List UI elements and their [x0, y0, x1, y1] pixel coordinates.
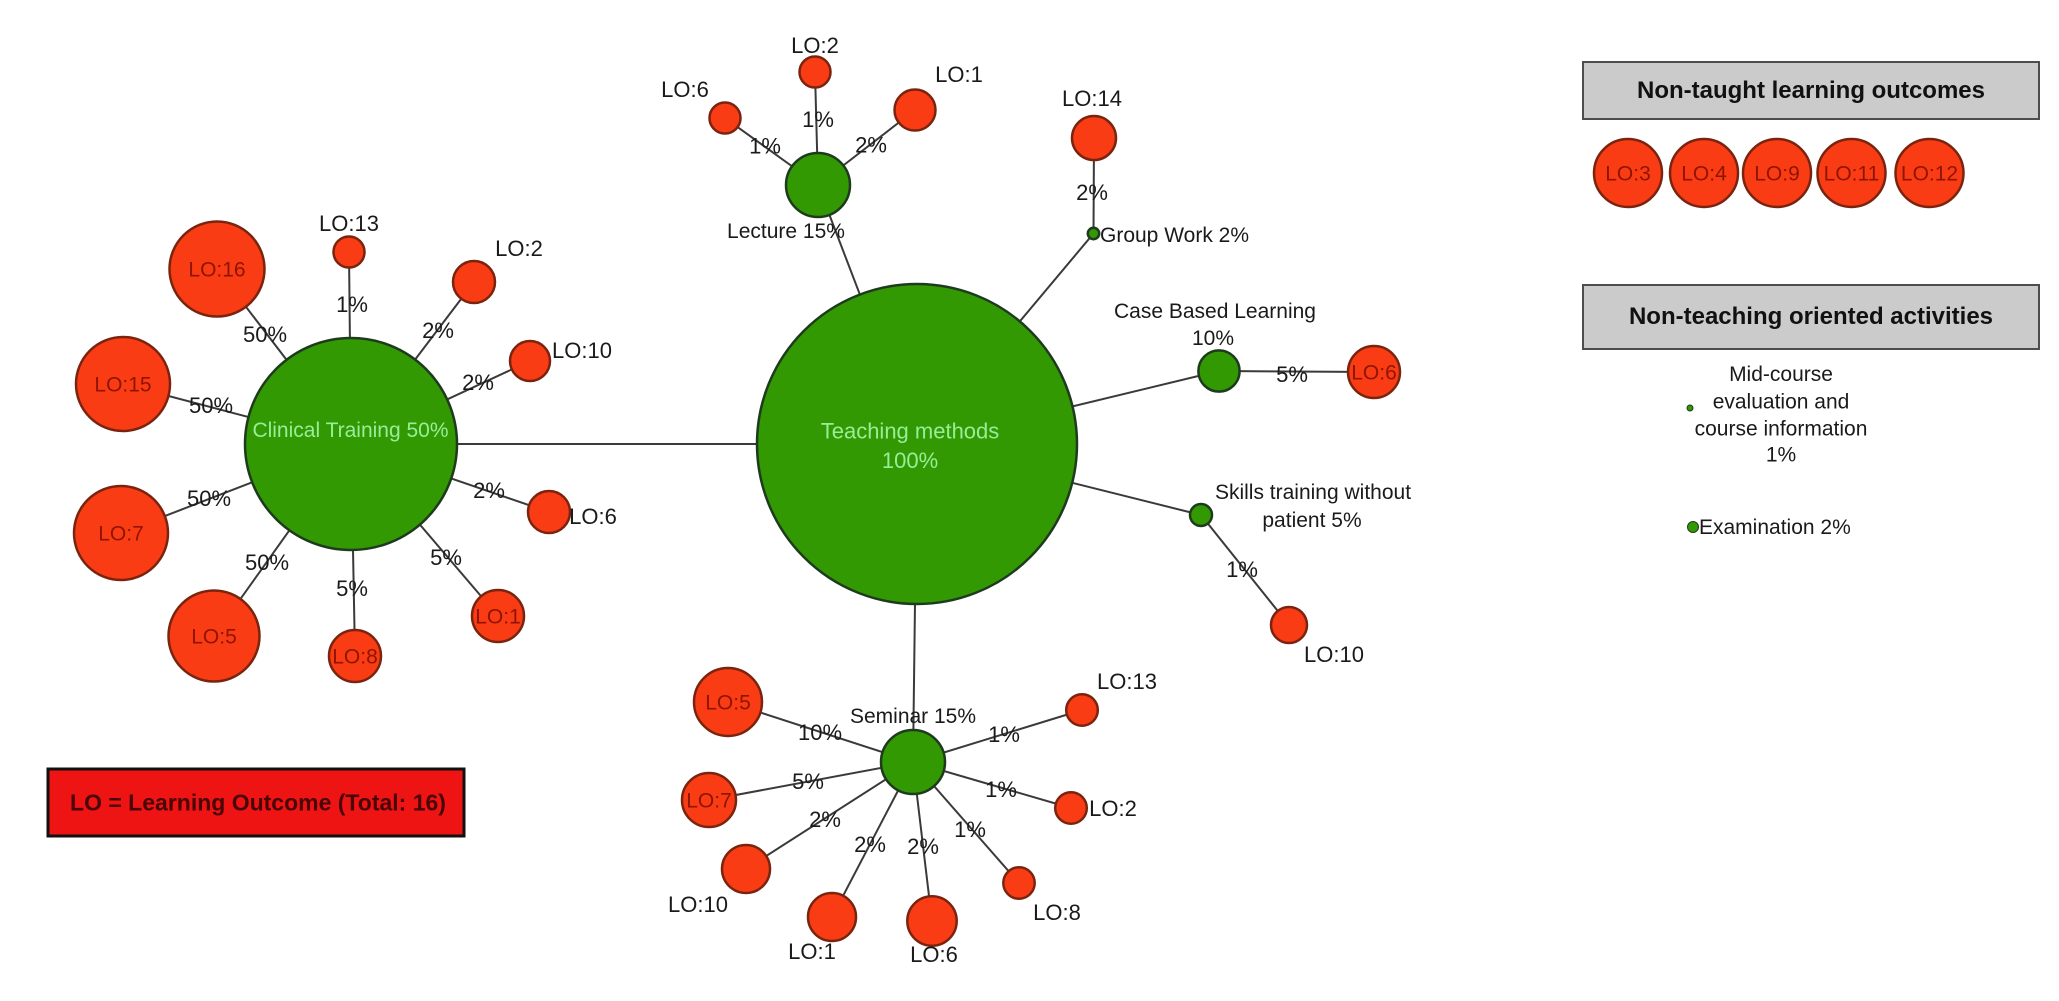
- svg-text:LO:10: LO:10: [668, 892, 728, 917]
- svg-text:2%: 2%: [422, 318, 454, 343]
- svg-text:Non-teaching oriented activiti: Non-teaching oriented activities: [1629, 303, 1993, 330]
- svg-text:10%: 10%: [1192, 327, 1234, 350]
- svg-text:Case Based Learning: Case Based Learning: [1114, 300, 1316, 323]
- svg-text:1%: 1%: [954, 817, 986, 842]
- svg-text:2%: 2%: [854, 832, 886, 857]
- svg-text:LO:10: LO:10: [552, 338, 612, 363]
- svg-text:1%: 1%: [1226, 557, 1258, 582]
- svg-text:LO:1: LO:1: [788, 939, 836, 964]
- svg-text:LO:2: LO:2: [1089, 796, 1137, 821]
- svg-text:Skills training without: Skills training without: [1215, 481, 1411, 504]
- svg-text:LO:12: LO:12: [1901, 163, 1958, 186]
- svg-text:1%: 1%: [988, 722, 1020, 747]
- svg-text:5%: 5%: [1276, 362, 1308, 387]
- svg-text:100%: 100%: [882, 448, 938, 473]
- svg-text:50%: 50%: [245, 550, 289, 575]
- svg-text:Examination 2%: Examination 2%: [1699, 516, 1851, 539]
- svg-text:Group Work 2%: Group Work 2%: [1100, 224, 1249, 247]
- svg-text:Seminar 15%: Seminar 15%: [850, 705, 976, 728]
- svg-text:50%: 50%: [189, 393, 233, 418]
- svg-text:5%: 5%: [792, 769, 824, 794]
- svg-text:1%: 1%: [985, 777, 1017, 802]
- svg-text:2%: 2%: [1076, 180, 1108, 205]
- svg-text:LO:6: LO:6: [1351, 362, 1397, 385]
- svg-text:LO:8: LO:8: [332, 646, 378, 669]
- svg-text:LO = Learning Outcome (Total:: LO = Learning Outcome (Total: 16): [70, 790, 446, 816]
- svg-text:LO:9: LO:9: [1754, 163, 1800, 186]
- svg-text:LO:4: LO:4: [1681, 163, 1727, 186]
- svg-text:2%: 2%: [473, 478, 505, 503]
- svg-text:50%: 50%: [187, 486, 231, 511]
- svg-text:Clinical Training 50%: Clinical Training 50%: [252, 419, 448, 442]
- svg-text:1%: 1%: [336, 292, 368, 317]
- svg-text:Lecture 15%: Lecture 15%: [727, 220, 845, 243]
- svg-text:LO:11: LO:11: [1824, 163, 1880, 186]
- svg-text:Mid-course: Mid-course: [1729, 363, 1833, 386]
- svg-text:LO:1: LO:1: [475, 606, 521, 629]
- svg-text:LO:6: LO:6: [569, 504, 617, 529]
- svg-text:LO:2: LO:2: [495, 236, 543, 261]
- svg-text:course information: course information: [1695, 418, 1868, 441]
- svg-text:10%: 10%: [798, 720, 842, 745]
- svg-text:2%: 2%: [809, 807, 841, 832]
- svg-text:LO:2: LO:2: [791, 33, 839, 58]
- svg-text:patient 5%: patient 5%: [1262, 509, 1361, 532]
- svg-text:50%: 50%: [243, 322, 287, 347]
- svg-text:1%: 1%: [1766, 444, 1796, 467]
- svg-text:LO:7: LO:7: [686, 790, 732, 813]
- svg-text:LO:1: LO:1: [935, 62, 983, 87]
- svg-text:LO:3: LO:3: [1605, 163, 1651, 186]
- svg-text:Non-taught learning outcomes: Non-taught learning outcomes: [1637, 77, 1985, 104]
- svg-text:LO:14: LO:14: [1062, 86, 1122, 111]
- svg-text:evaluation and: evaluation and: [1713, 391, 1850, 414]
- svg-text:LO:13: LO:13: [319, 211, 379, 236]
- svg-text:2%: 2%: [855, 133, 887, 158]
- svg-text:LO:15: LO:15: [94, 374, 151, 397]
- svg-text:Teaching methods: Teaching methods: [821, 419, 1000, 444]
- svg-text:5%: 5%: [430, 545, 462, 570]
- svg-text:LO:5: LO:5: [191, 626, 237, 649]
- svg-text:LO:6: LO:6: [910, 942, 958, 967]
- svg-text:LO:13: LO:13: [1097, 669, 1157, 694]
- svg-text:LO:6: LO:6: [661, 77, 709, 102]
- svg-text:LO:7: LO:7: [98, 523, 144, 546]
- svg-text:2%: 2%: [462, 370, 494, 395]
- svg-text:LO:8: LO:8: [1033, 900, 1081, 925]
- svg-text:LO:5: LO:5: [705, 692, 751, 715]
- svg-text:1%: 1%: [749, 134, 781, 159]
- svg-text:5%: 5%: [336, 576, 368, 601]
- svg-text:1%: 1%: [802, 107, 834, 132]
- svg-text:LO:10: LO:10: [1304, 642, 1364, 667]
- svg-text:2%: 2%: [907, 834, 939, 859]
- svg-text:LO:16: LO:16: [188, 259, 245, 282]
